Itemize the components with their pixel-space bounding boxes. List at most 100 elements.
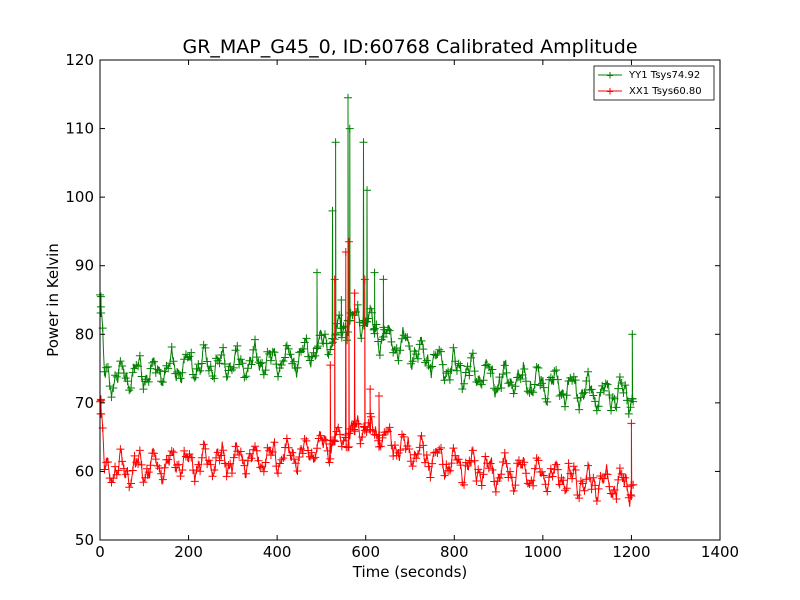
- data-point: [431, 351, 440, 360]
- data-point: [261, 366, 270, 375]
- data-point: [479, 376, 488, 385]
- data-point: [378, 433, 387, 442]
- data-point: [132, 458, 141, 467]
- data-point: [201, 343, 210, 352]
- data-point: [552, 460, 561, 469]
- data-point: [252, 446, 261, 455]
- data-point: [128, 368, 137, 377]
- data-point: [128, 466, 137, 475]
- data-point: [470, 456, 479, 465]
- data-point: [477, 380, 486, 389]
- data-point: [274, 372, 283, 381]
- data-point: [206, 460, 215, 469]
- data-point: [360, 275, 369, 284]
- data-point: [158, 378, 167, 387]
- data-point: [190, 477, 199, 486]
- x-tick-label-0: 0: [95, 543, 105, 561]
- data-point: [580, 486, 589, 495]
- data-point: [313, 268, 321, 277]
- data-point: [134, 362, 143, 371]
- data-point: [132, 360, 141, 369]
- data-point: [553, 465, 562, 474]
- data-point: [151, 368, 160, 377]
- data-point: [555, 392, 564, 401]
- data-point: [320, 330, 329, 339]
- series-layer: [96, 93, 638, 507]
- data-point: [624, 409, 633, 418]
- data-point: [488, 465, 497, 474]
- data-point: [146, 364, 155, 373]
- y-tick-label-2: 70: [75, 394, 94, 412]
- data-point: [178, 465, 187, 474]
- data-point: [507, 473, 516, 482]
- data-point: [541, 480, 550, 489]
- data-point: [584, 461, 593, 470]
- data-point: [139, 385, 148, 394]
- data-point: [320, 435, 329, 444]
- legend-marker-yy1: +: [606, 68, 613, 82]
- data-point: [497, 470, 506, 479]
- data-point: [361, 423, 370, 432]
- data-point: [180, 355, 189, 364]
- data-point: [426, 363, 435, 372]
- data-point: [135, 446, 144, 455]
- data-point: [626, 403, 635, 412]
- data-point: [550, 367, 559, 376]
- data-point: [525, 388, 534, 397]
- data-point: [351, 308, 360, 317]
- data-point: [449, 444, 458, 453]
- data-point: [316, 431, 325, 440]
- data-point: [326, 454, 335, 463]
- data-point: [350, 427, 359, 436]
- data-point: [339, 436, 348, 445]
- data-point: [326, 345, 335, 354]
- data-point: [435, 345, 444, 354]
- data-point: [495, 474, 504, 483]
- data-point: [467, 353, 476, 362]
- data-point: [621, 473, 630, 482]
- data-point: [311, 453, 320, 462]
- y-tick-label-7: 120: [65, 51, 94, 69]
- data-point: [460, 379, 469, 388]
- data-point: [539, 383, 548, 392]
- data-point: [227, 469, 236, 478]
- data-point: [235, 451, 244, 460]
- data-point: [520, 458, 529, 467]
- data-point: [372, 320, 381, 329]
- data-point: [576, 393, 585, 402]
- data-point: [359, 422, 368, 431]
- data-point: [562, 391, 571, 400]
- data-point: [272, 360, 281, 369]
- data-point: [337, 324, 346, 333]
- data-point: [254, 358, 263, 367]
- data-point: [142, 464, 151, 473]
- x-tick-label-6: 1200: [612, 543, 650, 561]
- x-axis-title: Time (seconds): [352, 563, 468, 581]
- data-point: [220, 360, 229, 369]
- data-point: [295, 453, 304, 462]
- data-point: [408, 462, 417, 471]
- data-point: [608, 489, 617, 498]
- data-point: [309, 348, 318, 357]
- data-point: [617, 469, 626, 478]
- data-point: [302, 436, 311, 445]
- data-point: [235, 360, 244, 369]
- data-point: [452, 366, 461, 375]
- data-point: [109, 474, 118, 483]
- data-point: [302, 334, 311, 343]
- data-point: [472, 378, 481, 387]
- data-point: [594, 402, 603, 411]
- data-point: [229, 453, 238, 462]
- data-point: [144, 468, 153, 477]
- data-point: [587, 485, 596, 494]
- data-point: [522, 377, 531, 386]
- y-tick-label-4: 90: [75, 257, 94, 275]
- data-point: [307, 448, 316, 457]
- data-point: [293, 467, 302, 476]
- data-point: [139, 478, 148, 487]
- data-point: [249, 445, 258, 454]
- data-point: [591, 397, 600, 406]
- data-point: [105, 382, 114, 391]
- data-point: [499, 457, 507, 466]
